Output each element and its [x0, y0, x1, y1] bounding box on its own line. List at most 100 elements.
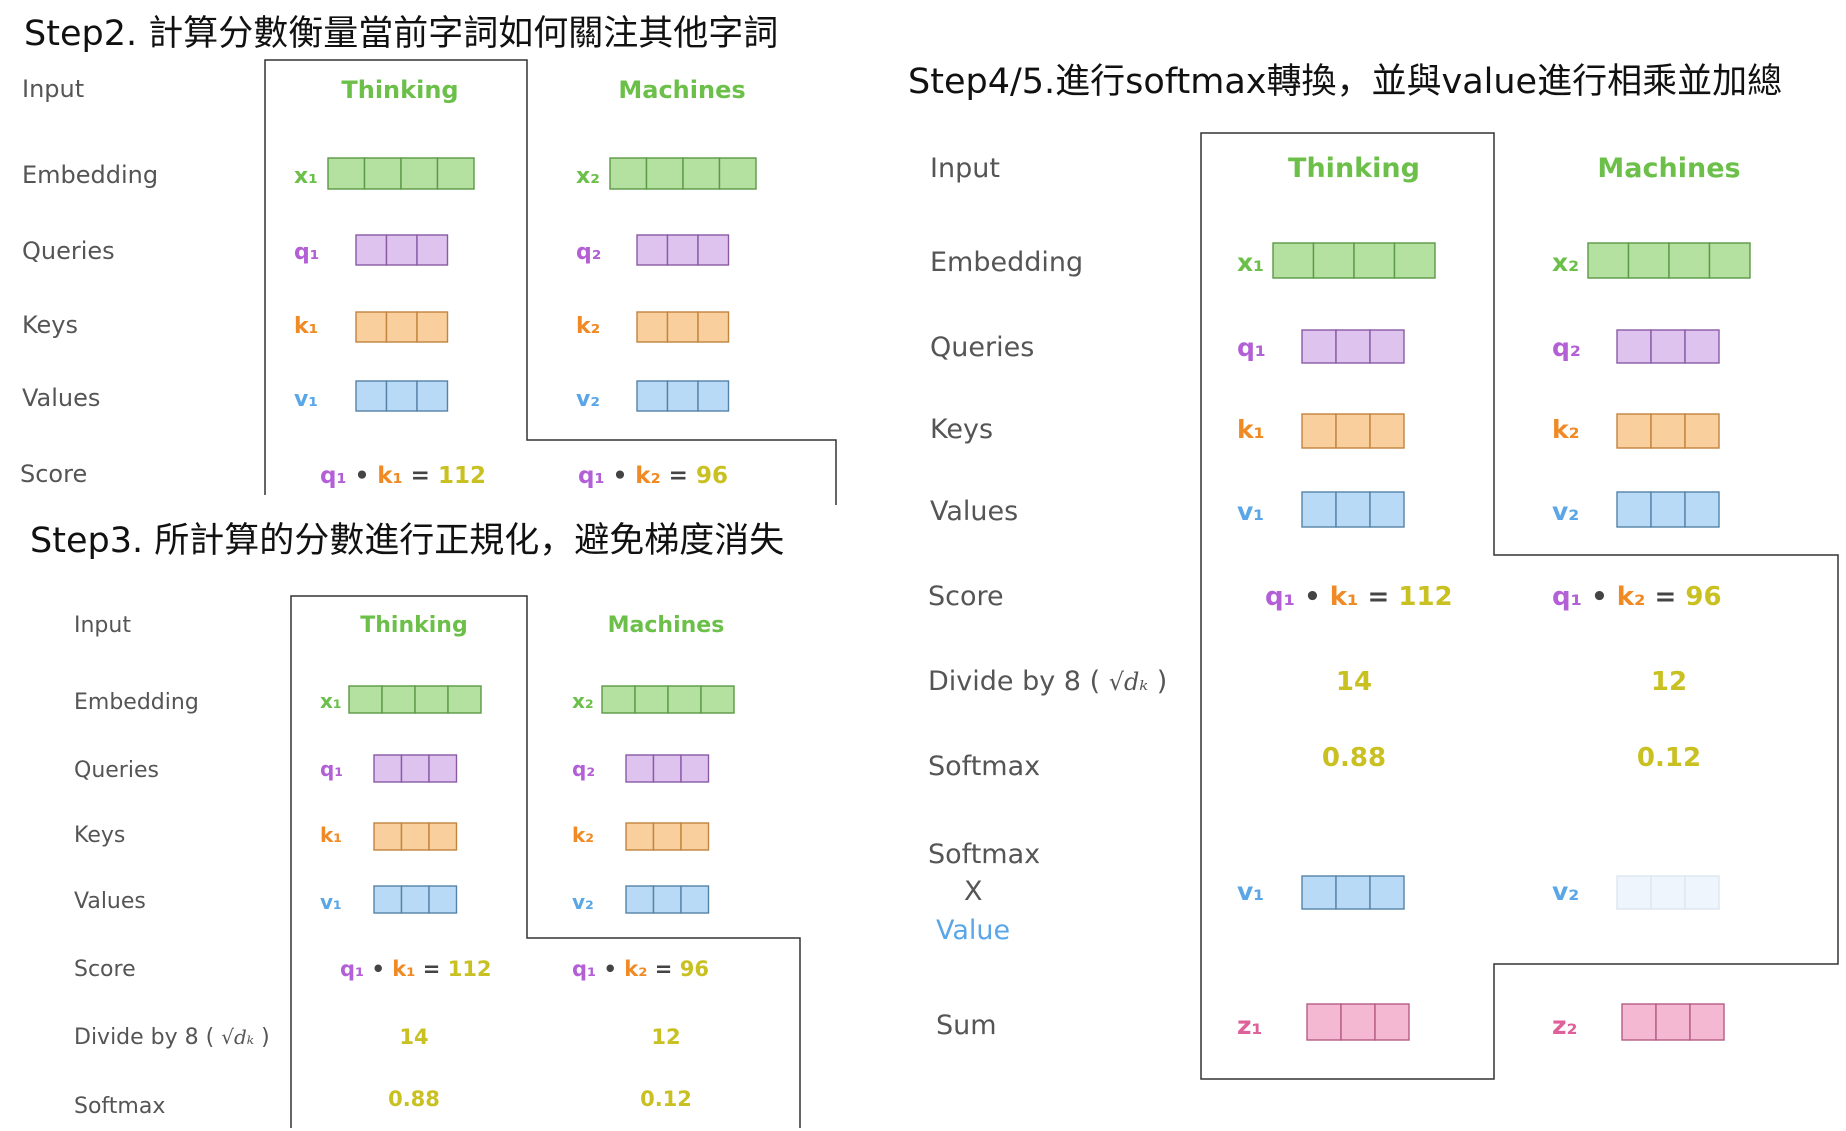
- vector-cell: [652, 754, 682, 783]
- vector-cell: [1369, 329, 1405, 364]
- step2-v1-label: v₁: [294, 387, 318, 412]
- step3-k1-vector: [373, 822, 458, 851]
- step3-softmax1: 0.88: [388, 1087, 440, 1111]
- vector-cell: [718, 157, 757, 190]
- step2-x2-vector: [609, 157, 757, 190]
- step2-word-thinking: Thinking: [341, 76, 458, 104]
- step2-k2-vector: [636, 311, 730, 343]
- step45-divide1: 14: [1336, 667, 1372, 697]
- vector-cell: [609, 157, 648, 190]
- vector-cell: [355, 311, 388, 343]
- vector-cell: [1616, 875, 1652, 910]
- vector-cell: [1335, 875, 1371, 910]
- step45-z1-vector: [1306, 1003, 1410, 1041]
- vector-cell: [1340, 1003, 1376, 1041]
- vector-cell: [1301, 875, 1337, 910]
- vector-cell: [652, 822, 682, 851]
- step45-frame: [1200, 132, 1839, 1080]
- vector-cell: [652, 885, 682, 914]
- vector-cell: [1335, 491, 1371, 528]
- step3-x2-vector: [601, 685, 735, 714]
- step45-panel: Step4/5.進行softmax轉換，並與value進行相乘並加總 Input…: [908, 62, 1839, 1080]
- step3-k1-label: k₁: [320, 823, 342, 847]
- vector-cell: [400, 885, 430, 914]
- vector-cell: [634, 685, 669, 714]
- vector-cell: [385, 311, 418, 343]
- vector-cell: [682, 157, 721, 190]
- step2-k2-label: k₂: [576, 314, 600, 339]
- vector-cell: [373, 822, 403, 851]
- vector-cell: [414, 685, 449, 714]
- vector-cell: [1650, 491, 1686, 528]
- step3-score2: q₁ • k₂ = 96: [572, 957, 709, 981]
- vector-cell: [1689, 1003, 1725, 1041]
- step2-v2-label: v₂: [576, 387, 600, 412]
- step45-z1-label: z₁: [1237, 1011, 1263, 1040]
- step2-q1-vector: [355, 234, 449, 266]
- vector-cell: [1393, 242, 1436, 279]
- step45-x1-label: x₁: [1237, 248, 1264, 277]
- vector-cell: [400, 754, 430, 783]
- vector-cell: [1369, 875, 1405, 910]
- step2-label-keys: Keys: [22, 311, 78, 339]
- vector-cell: [1668, 242, 1711, 279]
- vector-cell: [1616, 413, 1652, 449]
- vector-cell: [636, 380, 669, 412]
- vector-cell: [1650, 329, 1686, 364]
- step3-v2-label: v₂: [572, 890, 594, 914]
- step3-q2-vector: [625, 754, 710, 783]
- step45-label-sum: Sum: [936, 1010, 997, 1041]
- step2-title: Step2. 計算分數衡量當前字詞如何關注其他字詞: [24, 14, 778, 54]
- vector-cell: [327, 157, 366, 190]
- step2-label-score: Score: [20, 460, 87, 488]
- step45-label-input: Input: [930, 153, 1000, 184]
- vector-cell: [400, 157, 439, 190]
- vector-cell: [697, 311, 730, 343]
- step45-x2-label: x₂: [1552, 248, 1579, 277]
- step2-frame: [264, 59, 837, 505]
- vector-cell: [666, 311, 699, 343]
- step2-q2-vector: [636, 234, 730, 266]
- vector-cell: [1650, 413, 1686, 449]
- step3-word-machines: Machines: [608, 613, 725, 638]
- step45-label-divide: Divide by 8 ( √dₖ ): [928, 666, 1167, 697]
- step2-x2-label: x₂: [576, 164, 600, 189]
- vector-cell: [697, 234, 730, 266]
- step45-softmax1: 0.88: [1322, 743, 1386, 773]
- step45-weighted-v2-vector: [1616, 875, 1720, 910]
- step3-divide2: 12: [651, 1025, 680, 1049]
- vector-cell: [645, 157, 684, 190]
- vector-cell: [1708, 242, 1751, 279]
- step3-label-embedding: Embedding: [74, 690, 199, 715]
- step45-label-queries: Queries: [930, 332, 1034, 363]
- step45-label-softmax2: Softmax: [928, 839, 1040, 870]
- step45-k2-vector: [1616, 413, 1720, 449]
- step3-x1-label: x₁: [320, 689, 342, 713]
- vector-cell: [1312, 242, 1355, 279]
- vector-cell: [1616, 329, 1652, 364]
- step2-x1-label: x₁: [294, 164, 318, 189]
- vector-cell: [416, 311, 449, 343]
- step3-frame: [290, 595, 801, 1128]
- step3-label-score: Score: [74, 957, 136, 982]
- step45-k2-label: k₂: [1552, 415, 1580, 444]
- step45-z2-label: z₂: [1552, 1011, 1578, 1040]
- step2-score1: q₁ • k₁ = 112: [320, 463, 486, 489]
- vector-cell: [1369, 491, 1405, 528]
- step2-k1-vector: [355, 311, 449, 343]
- step2-label-values: Values: [22, 384, 100, 412]
- step45-label-value: Value: [936, 915, 1010, 946]
- step3-word-thinking: Thinking: [360, 613, 467, 638]
- step45-v2-label: v₂: [1552, 497, 1579, 526]
- vector-cell: [1335, 413, 1371, 449]
- vector-cell: [1627, 242, 1670, 279]
- vector-cell: [416, 380, 449, 412]
- vector-cell: [447, 685, 482, 714]
- step45-title: Step4/5.進行softmax轉換，並與value進行相乘並加總: [908, 62, 1782, 102]
- vector-cell: [416, 234, 449, 266]
- step45-v1-label: v₁: [1237, 497, 1264, 526]
- step3-v2-vector: [625, 885, 710, 914]
- vector-cell: [1684, 875, 1720, 910]
- step2-x1-vector: [327, 157, 475, 190]
- step45-q1-label: q₁: [1237, 333, 1266, 362]
